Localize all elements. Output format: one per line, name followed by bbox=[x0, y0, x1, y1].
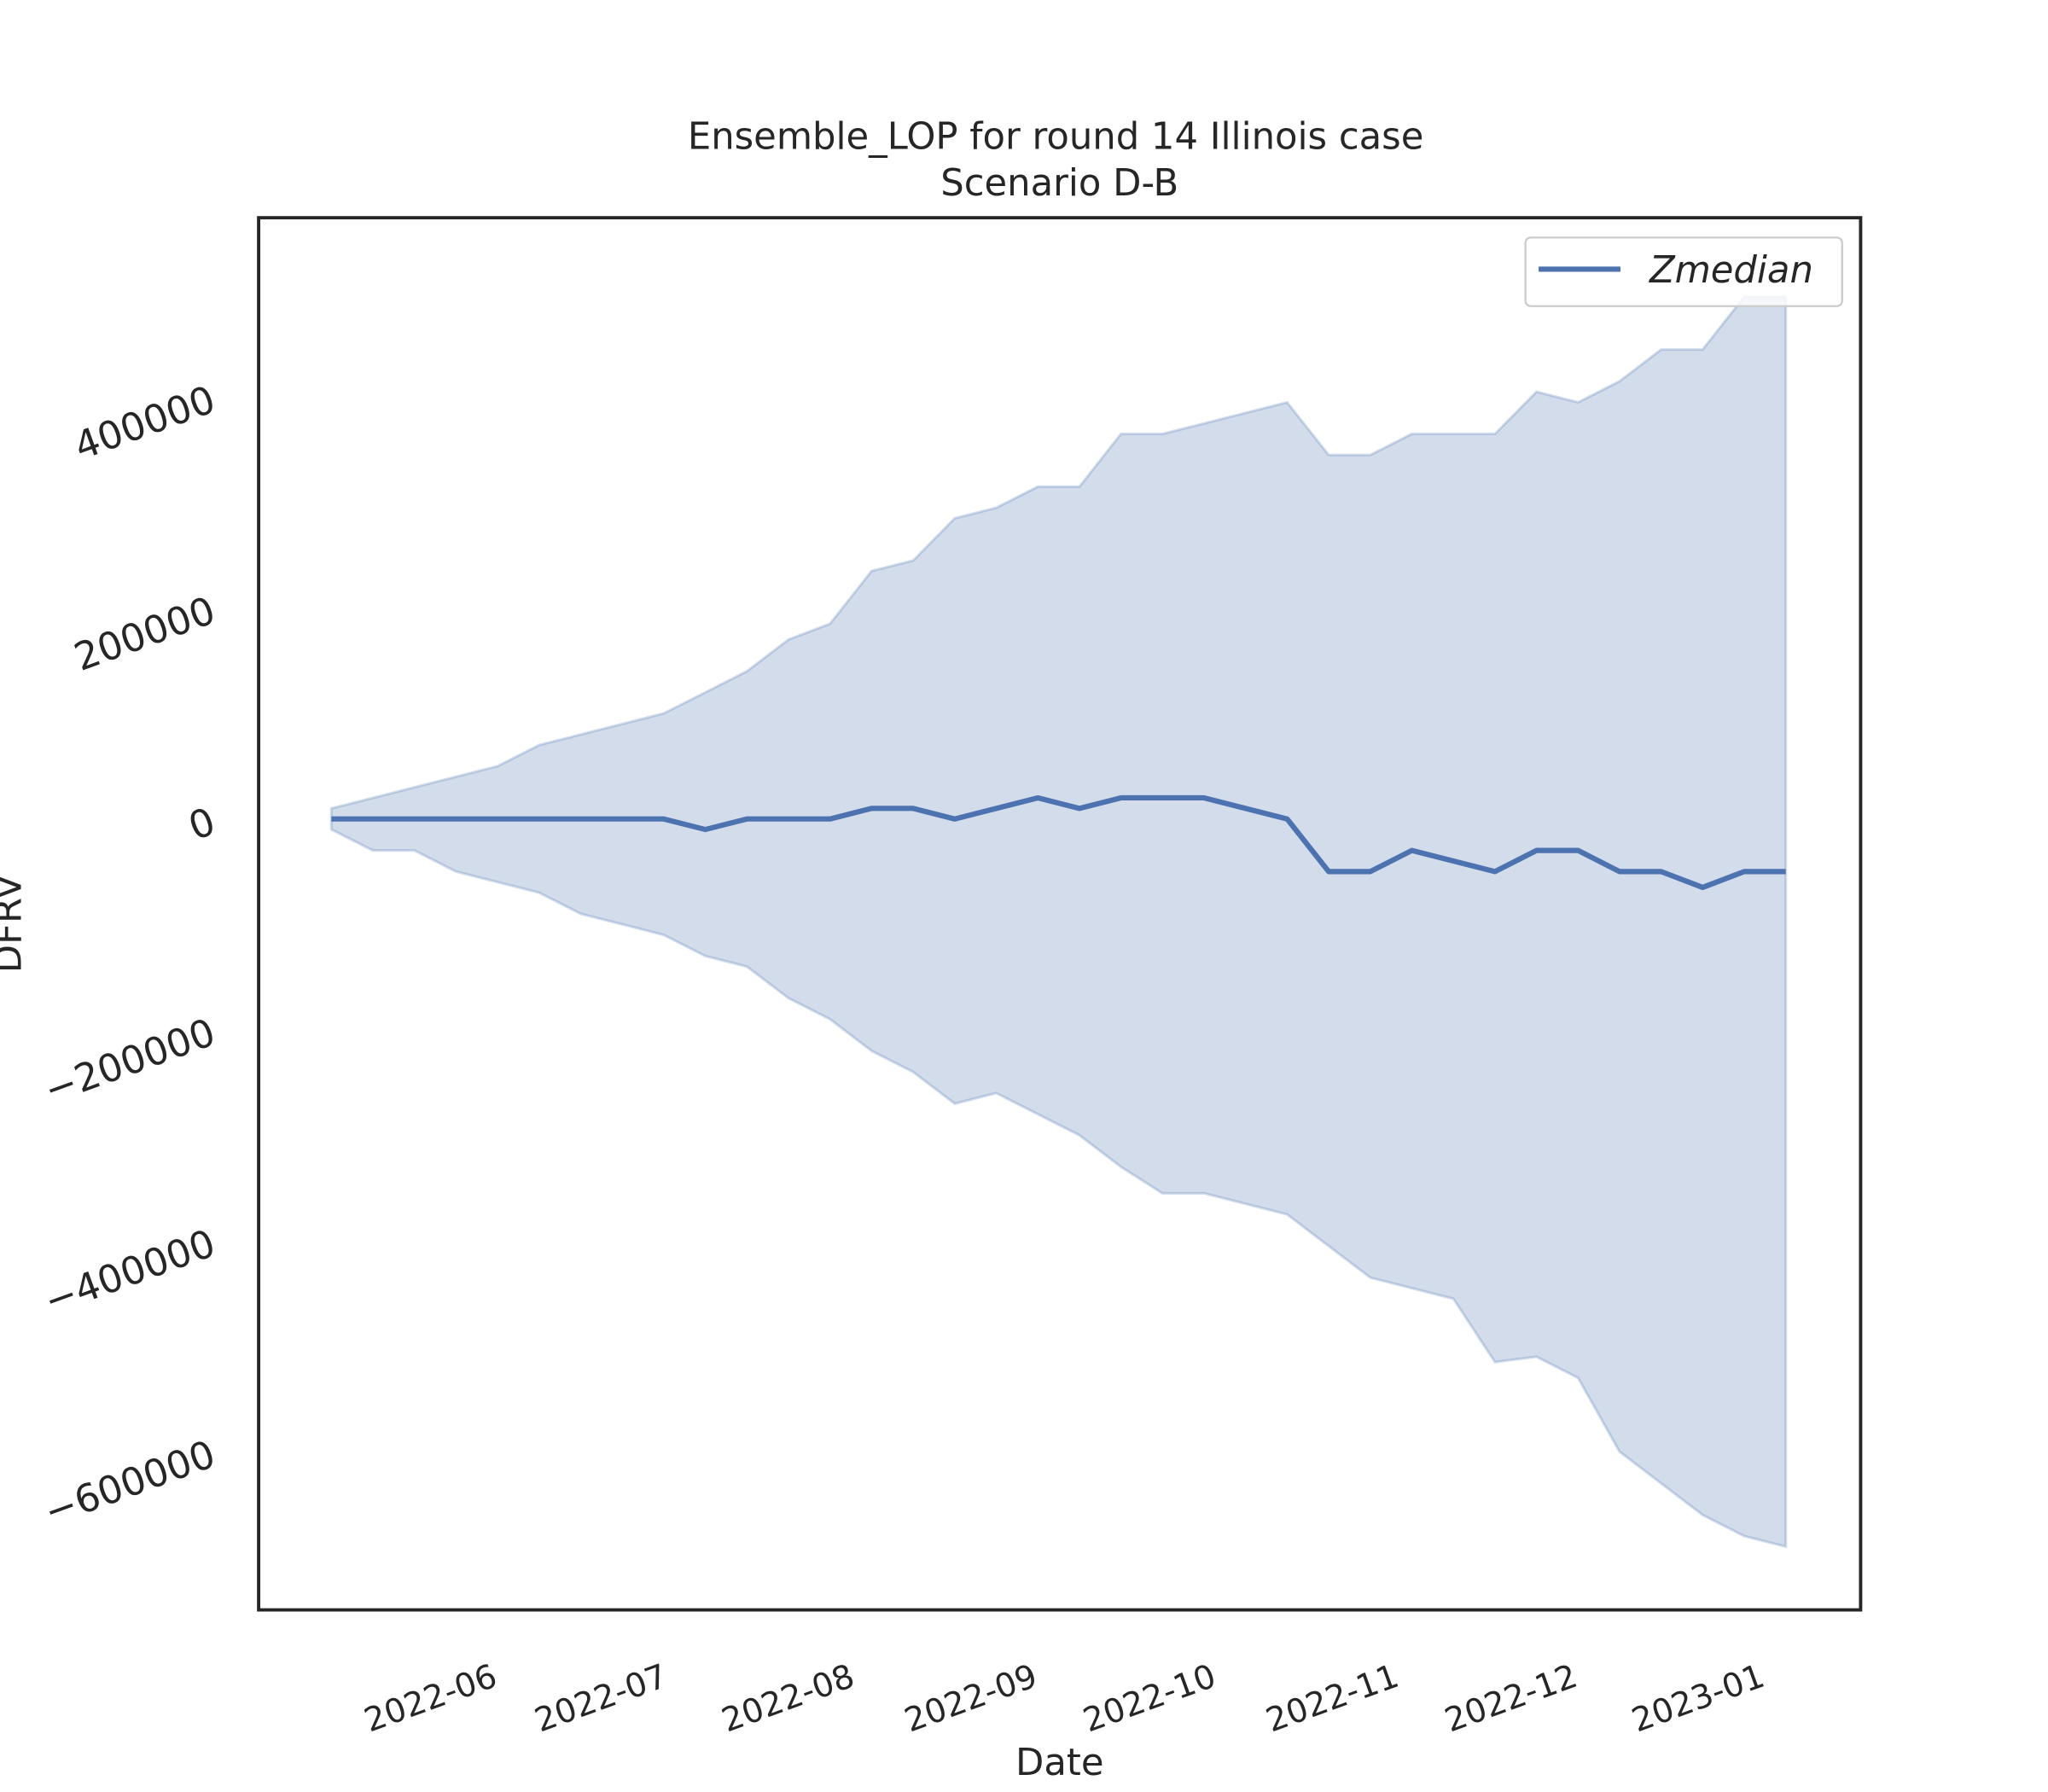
legend-label: Zmedian bbox=[1649, 249, 1813, 292]
chart-subtitle: Scenario D-B bbox=[940, 162, 1178, 205]
plot-frame bbox=[257, 216, 1863, 1612]
y-axis-label: DFRV bbox=[0, 874, 31, 973]
x-axis-label: Date bbox=[1015, 1742, 1103, 1784]
chart-title: Ensemble_LOP for round 14 Illinois case bbox=[688, 116, 1423, 159]
confidence-band bbox=[329, 295, 1788, 1549]
median-line bbox=[331, 794, 1786, 891]
legend-box bbox=[1524, 236, 1843, 307]
